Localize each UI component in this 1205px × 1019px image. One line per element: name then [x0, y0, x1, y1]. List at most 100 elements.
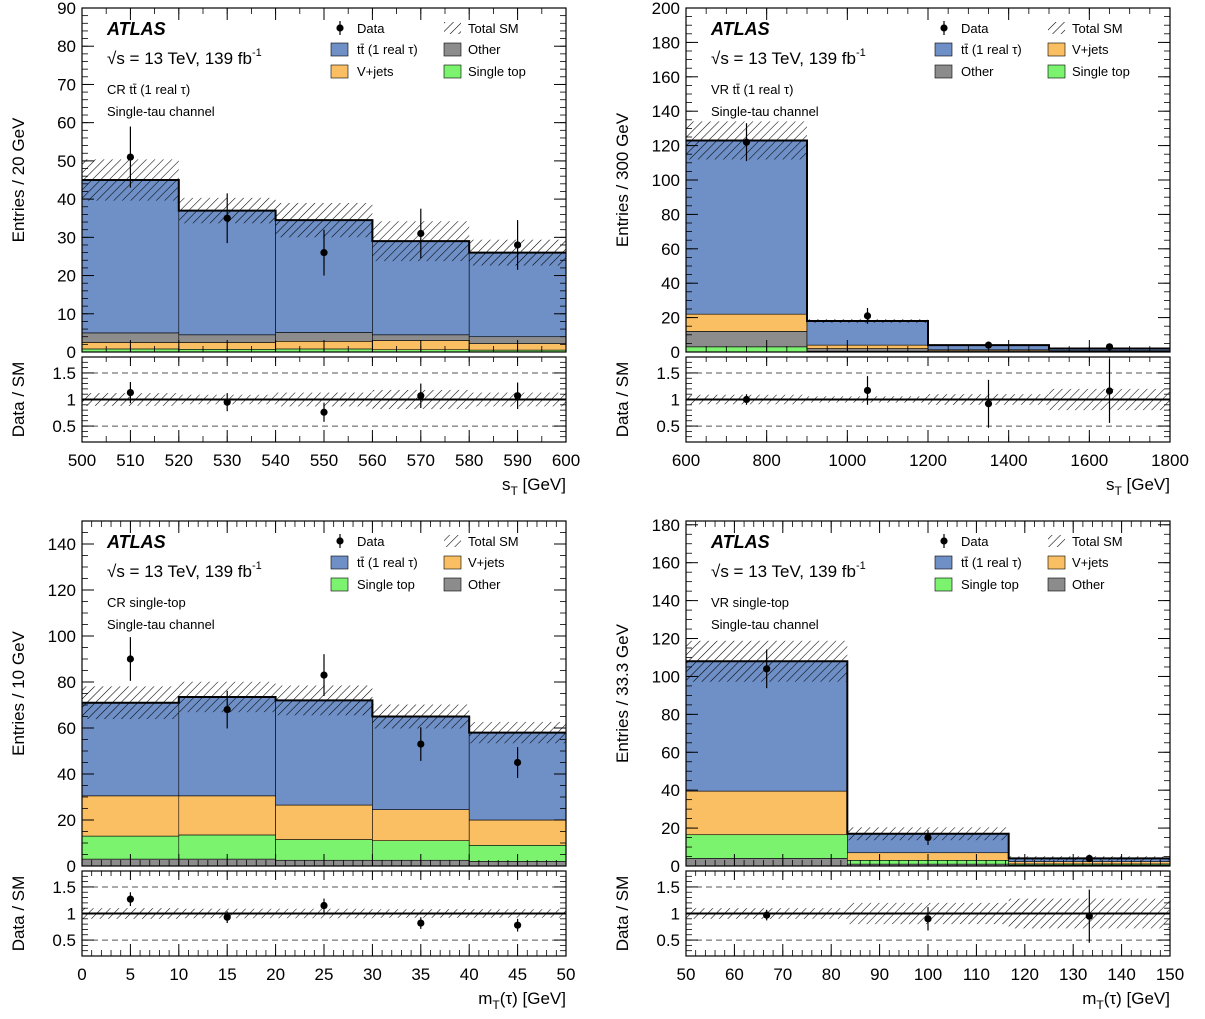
data-point [924, 833, 932, 842]
x-tick-label: 60 [725, 965, 744, 984]
x-axis-label-sub: T [1096, 998, 1104, 1012]
legend-total-label: Total SM [1072, 534, 1123, 549]
stack-bar-vjets [686, 313, 808, 332]
chart-panel-4: 0 20 40 60 80 100 120 140 160 180 50 60 70 80 90 100 110… [613, 516, 1184, 1012]
main-plot-area [82, 126, 566, 352]
x-axis-label-main: s [502, 475, 511, 494]
energy-sup: -1 [252, 47, 262, 59]
legend-swatch-ttbar [330, 555, 349, 570]
y-tick-label: 0 [671, 857, 680, 876]
ratio-point [984, 400, 993, 408]
stack-bar-ttbar [82, 179, 180, 334]
legend-label-singletop: Single top [468, 64, 526, 79]
ratio-y-tick-label: 0.5 [52, 931, 76, 950]
y-tick-label: 140 [652, 592, 680, 611]
stack-bar-vjets [372, 809, 470, 842]
data-point [223, 214, 231, 222]
y-tick-label: 120 [652, 137, 680, 156]
atlas-label: ATLAS [106, 532, 166, 552]
y-tick-label: 160 [652, 554, 680, 573]
energy-sup: -1 [856, 560, 866, 572]
ratio-point [223, 398, 231, 406]
stack-bar-singletop [686, 834, 848, 859]
ratio-point [763, 911, 771, 919]
y-tick-label: 140 [48, 535, 76, 554]
y-tick-label: 80 [661, 205, 680, 224]
legend-swatch-other [934, 64, 953, 79]
legend-swatch-singletop [443, 64, 462, 79]
x-axis-label-unit: (τ) [GeV] [1104, 989, 1170, 1008]
data-point [863, 312, 872, 320]
ratio-point [514, 921, 522, 929]
chart-panel-1: 0 10 20 30 40 50 60 70 80 90 500 510 520 530 540 550 560… [9, 0, 580, 498]
legend-label-other: Other [468, 42, 501, 57]
x-tick-label: 120 [1011, 965, 1039, 984]
y-tick-label: 0 [671, 343, 680, 362]
data-point [417, 229, 425, 238]
stack-bar-vjets [178, 795, 276, 836]
stack-bar-vjets [686, 790, 848, 836]
energy-label: √s = 13 TeV, 139 fb-1 [711, 47, 866, 68]
x-tick-label: 90 [870, 965, 889, 984]
ratio-point [126, 388, 134, 397]
ratio-y-tick-label: 1 [671, 905, 680, 924]
x-axis-label: sT [GeV] [1106, 475, 1170, 498]
x-tick-label: 500 [68, 451, 96, 470]
ratio-point [1105, 387, 1114, 395]
stack-bar-vjets [275, 804, 373, 840]
ratio-y-tick-label: 0.5 [52, 417, 76, 436]
ratio-y-tick-label: 1 [67, 905, 76, 924]
x-tick-label: 1800 [1151, 451, 1189, 470]
stack-bar-other [275, 332, 373, 342]
ratio-point [223, 913, 231, 921]
ratio-y-tick-label: 1.5 [656, 878, 680, 897]
x-axis-label: sT [GeV] [502, 475, 566, 498]
y-tick-label: 120 [48, 581, 76, 600]
x-tick-label: 40 [460, 965, 479, 984]
y-tick-label: 20 [57, 267, 76, 286]
y-tick-label: 40 [57, 765, 76, 784]
y-tick-label: 180 [652, 516, 680, 535]
main-plot-area [686, 640, 1170, 866]
channel-label: Single-tau channel [711, 104, 819, 119]
y-tick-label: 20 [57, 811, 76, 830]
x-axis-label-unit: (τ) [GeV] [500, 989, 566, 1008]
stack-bar-ttbar [275, 700, 373, 806]
energy-label: √s = 13 TeV, 139 fb-1 [107, 560, 262, 581]
x-axis-label-sub: T [492, 998, 500, 1012]
y-tick-label: 20 [661, 309, 680, 328]
x-tick-label: 30 [363, 965, 382, 984]
legend-label-other: Other [468, 577, 501, 592]
chart-panel-2: 0 20 40 60 80 100 120 140 160 180 200 600 800 1000 120… [613, 0, 1189, 498]
x-tick-label: 10 [169, 965, 188, 984]
x-axis-label-main: m [1082, 989, 1096, 1008]
legend-swatch-other [443, 577, 462, 592]
total-sm-line [82, 695, 566, 734]
legend-label-other: Other [961, 64, 994, 79]
stack-bar-other [686, 858, 848, 866]
ratio-point [514, 392, 522, 400]
legend-data-label: Data [961, 534, 989, 549]
y-tick-label: 100 [48, 627, 76, 646]
legend-swatch-other [443, 42, 462, 57]
x-axis-label-unit: [GeV] [518, 475, 566, 494]
ratio-point [924, 915, 932, 923]
x-tick-label: 600 [672, 451, 700, 470]
ratio-point [417, 919, 425, 927]
legend-label-vjets: V+jets [1072, 42, 1109, 57]
y-tick-label: 160 [652, 68, 680, 87]
stack-bar-vjets [468, 819, 566, 846]
ratio-point [417, 392, 425, 400]
x-tick-label: 570 [407, 451, 435, 470]
total-sm-line [82, 179, 566, 254]
legend-label-singletop: Single top [961, 577, 1019, 592]
y-tick-label: 60 [661, 240, 680, 259]
data-point [126, 153, 134, 161]
x-tick-label: 15 [218, 965, 237, 984]
legend-label-singletop: Single top [1072, 64, 1130, 79]
legend-total-swatch [1048, 535, 1065, 547]
legend-swatch-vjets [1047, 555, 1066, 570]
y-tick-label: 140 [652, 102, 680, 121]
x-tick-label: 20 [266, 965, 285, 984]
legend-swatch-ttbar [330, 42, 349, 57]
